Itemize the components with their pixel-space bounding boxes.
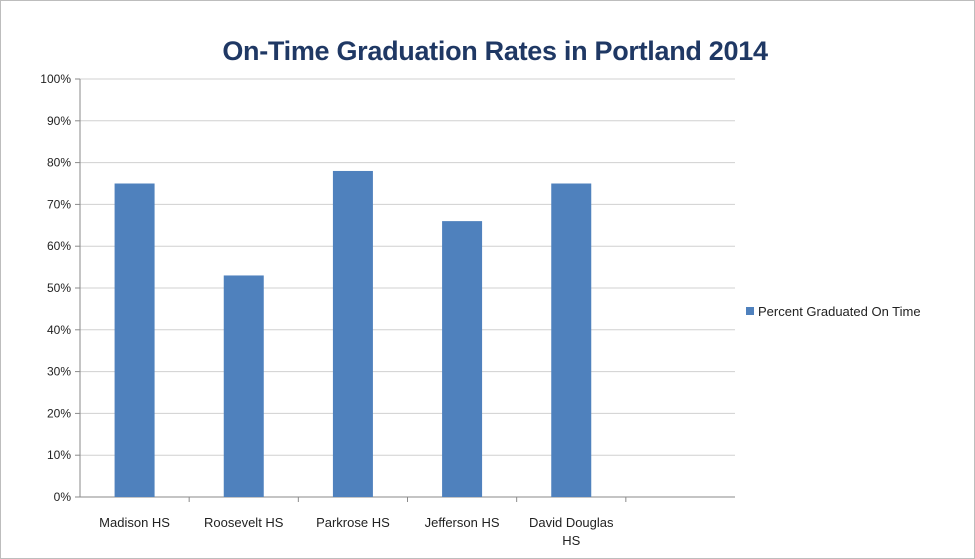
x-category-label: Madison HS	[99, 515, 170, 530]
y-tick-label: 80%	[47, 156, 71, 170]
y-tick-label: 70%	[47, 197, 71, 211]
y-tick-label: 60%	[47, 239, 71, 253]
bar	[224, 275, 264, 497]
legend-swatch	[746, 307, 754, 315]
x-category-label: David Douglas HS	[529, 515, 614, 548]
x-category-label: Roosevelt HS	[204, 515, 284, 530]
y-tick-label: 10%	[47, 448, 71, 462]
y-axis-tick-labels: 0% 10% 20% 30% 40% 50% 60% 70% 80% 90% 100%	[40, 72, 71, 504]
x-axis-category-labels: Madison HS Roosevelt HS Parkrose HS Jeffers…	[99, 515, 614, 548]
bar	[115, 184, 155, 498]
legend: Percent Graduated On Time	[746, 304, 921, 319]
y-tick-label: 0%	[54, 490, 72, 504]
y-tick-label: 20%	[47, 406, 71, 420]
legend-label: Percent Graduated On Time	[758, 304, 921, 319]
gridlines	[80, 79, 735, 455]
y-tick-label: 30%	[47, 365, 71, 379]
axes	[75, 79, 735, 502]
bar	[442, 221, 482, 497]
bar	[333, 171, 373, 497]
y-tick-label: 50%	[47, 281, 71, 295]
y-tick-label: 40%	[47, 323, 71, 337]
y-tick-label: 90%	[47, 114, 71, 128]
bar	[551, 184, 591, 498]
x-category-label: Parkrose HS	[316, 515, 390, 530]
bars	[115, 171, 592, 497]
x-category-label: Jefferson HS	[425, 515, 500, 530]
y-tick-label: 100%	[40, 72, 71, 86]
